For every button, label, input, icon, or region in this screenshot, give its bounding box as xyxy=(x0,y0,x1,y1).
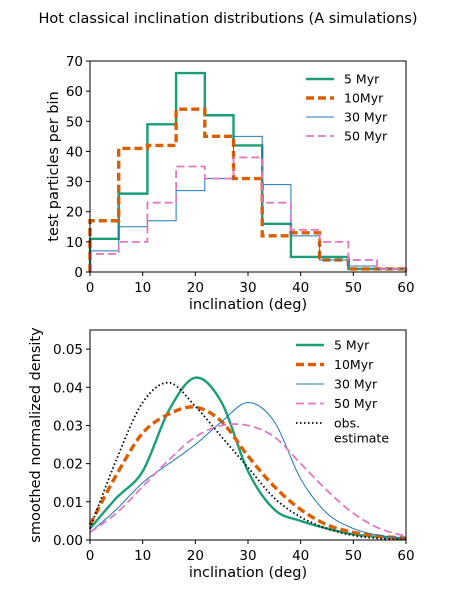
y-tick-label: 0.04 xyxy=(53,380,83,396)
histogram-panel: 0 10 20 30 40 50 60 0 10 20 30 40 50 60 70 inclination … xyxy=(46,54,415,313)
y-tick-label: 20 xyxy=(66,205,83,221)
legend-label-line: 50 Myr xyxy=(334,396,378,411)
y-tick-label: 0 xyxy=(74,265,83,281)
x-tick-label: 20 xyxy=(187,280,204,296)
legend-label-line: 5 Myr xyxy=(344,72,380,87)
series-line-4 xyxy=(89,381,407,541)
y-tick-label: 40 xyxy=(66,144,83,160)
legend-label: 5 Myr xyxy=(344,72,380,87)
series-line-2 xyxy=(89,402,407,539)
x-tick-label: 60 xyxy=(397,280,414,296)
y-tick-label: 50 xyxy=(66,114,83,130)
series-line-1 xyxy=(88,405,407,540)
x-tick-label: 10 xyxy=(134,548,151,564)
density-panel: 0 10 20 30 40 50 60 0.00 0.01 0.02 0.03 0.04 0.05 inc… xyxy=(28,327,415,581)
legend: 5 Myr 10Myr 30 Myr 50 Myr obs. estimate xyxy=(296,338,389,446)
legend-label-line: 5 Myr xyxy=(334,338,370,353)
series-line-2 xyxy=(89,135,407,272)
x-axis-label: inclination (deg) xyxy=(189,297,307,313)
legend-label: 50 Myr xyxy=(334,396,378,411)
series-group xyxy=(88,71,408,272)
legend-label-line: 50 Myr xyxy=(344,129,388,144)
x-tick-label: 10 xyxy=(134,280,151,296)
legend-label: obs. estimate xyxy=(334,416,389,446)
legend-label: 30 Myr xyxy=(334,377,378,392)
legend-label-line: estimate xyxy=(334,431,389,446)
y-axis-label: test particles per bin xyxy=(46,91,62,241)
series-line-3 xyxy=(89,423,407,538)
legend-label-line: 30 Myr xyxy=(344,110,388,125)
series-line-3 xyxy=(89,156,407,272)
x-axis-label: inclination (deg) xyxy=(189,565,307,581)
y-axis-label: smoothed normalized density xyxy=(28,327,44,543)
legend-label: 50 Myr xyxy=(344,129,388,144)
y-tick-label: 0.05 xyxy=(53,342,83,358)
legend-label: 10Myr xyxy=(344,91,384,106)
x-tick-label: 60 xyxy=(397,548,414,564)
y-tick-label: 70 xyxy=(66,54,83,70)
y-tick-label: 0.01 xyxy=(53,495,83,511)
figure-title: Hot classical inclination distributions … xyxy=(38,11,417,27)
y-tick-label: 0.03 xyxy=(53,418,83,434)
x-tick-label: 40 xyxy=(292,280,309,296)
x-tick-label: 20 xyxy=(187,548,204,564)
series-group xyxy=(88,376,407,541)
x-tick-label: 30 xyxy=(239,548,256,564)
y-tick-label: 0.02 xyxy=(53,457,83,473)
legend-label-line: 30 Myr xyxy=(334,377,378,392)
legend-label-line: 10Myr xyxy=(344,91,384,106)
series-line-0 xyxy=(89,376,407,541)
legend-label: 30 Myr xyxy=(344,110,388,125)
x-tick-label: 50 xyxy=(345,548,362,564)
y-tick-label: 10 xyxy=(66,235,83,251)
legend: 5 Myr 10Myr 30 Myr 50 Myr xyxy=(306,72,388,144)
x-tick-label: 50 xyxy=(345,280,362,296)
legend-label-line: 10Myr xyxy=(334,357,374,372)
legend-label: 5 Myr xyxy=(334,338,370,353)
legend-label-line: obs. xyxy=(334,416,360,431)
y-tick-label: 0.00 xyxy=(53,533,83,549)
x-tick-label: 0 xyxy=(86,548,95,564)
legend-label: 10Myr xyxy=(334,357,374,372)
y-tick-label: 60 xyxy=(66,84,83,100)
x-tick-label: 40 xyxy=(292,548,309,564)
x-tick-label: 0 xyxy=(86,280,95,296)
y-tick-label: 30 xyxy=(66,175,83,191)
x-tick-label: 30 xyxy=(239,280,256,296)
